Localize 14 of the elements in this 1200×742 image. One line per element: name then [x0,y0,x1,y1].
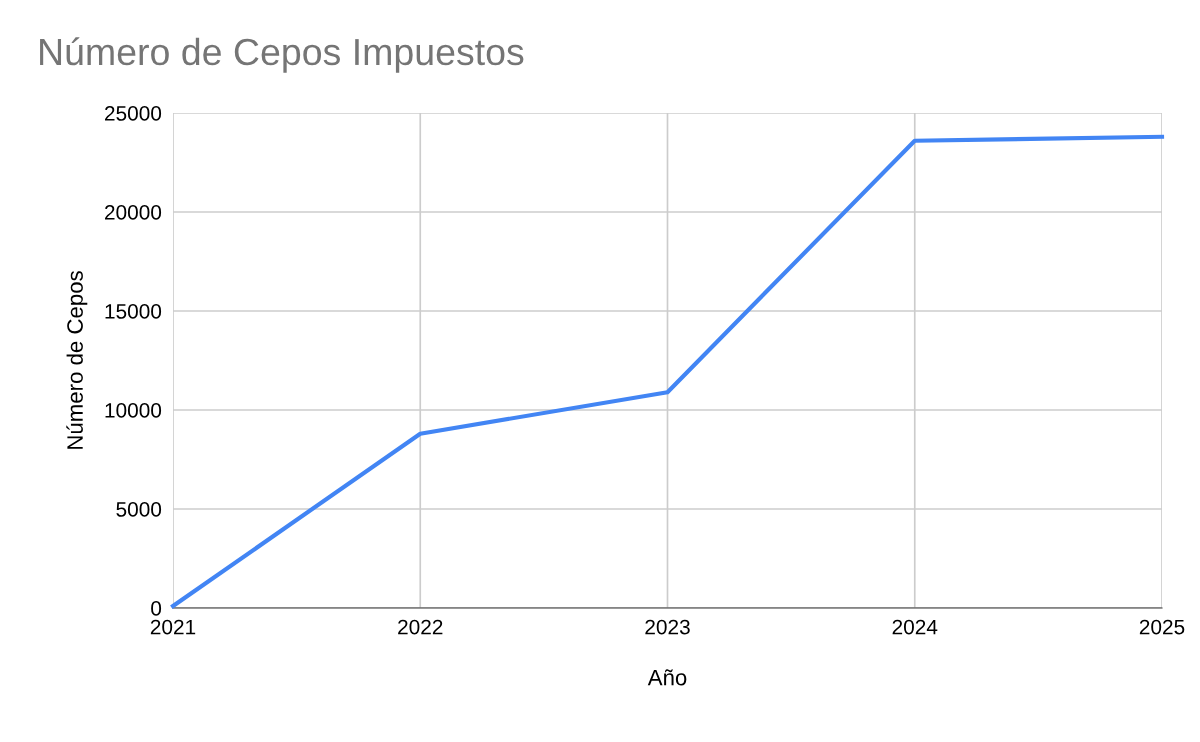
y-tick-label: 25000 [105,106,162,121]
x-tick-label: 2021 [150,619,196,635]
y-tick-label: 0 [151,601,162,616]
x-tick-label: 2023 [645,619,690,635]
x-axis-title: Año [647,669,687,686]
chart-title: Número de Cepos Impuestos [40,37,524,73]
y-tick-label: 5000 [116,502,162,517]
y-tick-label: 20000 [105,205,162,220]
x-tick-label: 2025 [1139,619,1185,635]
y-tick-label: 10000 [105,403,162,418]
y-tick-label: 15000 [105,304,162,319]
x-tick-label: 2022 [398,619,443,635]
x-tick-label: 2024 [892,619,938,635]
y-axis-title: Número de Cepos [66,271,88,449]
